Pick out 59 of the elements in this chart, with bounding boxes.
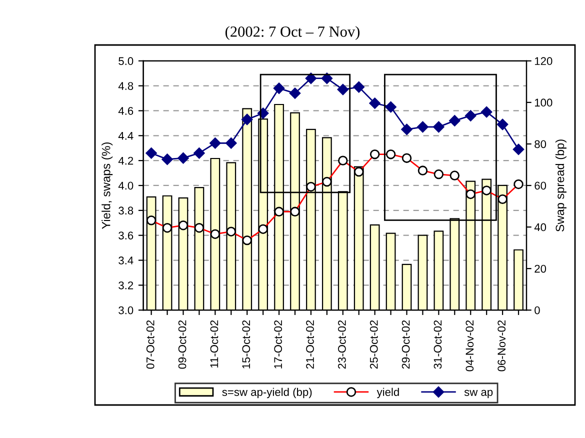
- point: [241, 114, 253, 126]
- y-tick-label: 4.0: [118, 182, 134, 190]
- point: [162, 154, 173, 165]
- x-tick-label: 17-Oct-02: [274, 320, 282, 368]
- x-tick-label: 07-Oct-02: [146, 320, 154, 369]
- point: [305, 72, 317, 84]
- y-tick-label: 3.2: [118, 281, 134, 290]
- x-tick-label: 09-Oct-02: [178, 320, 186, 369]
- y2-tick-label: 120: [534, 57, 552, 66]
- point: [433, 121, 444, 133]
- legend-label: s=sw ap-yield (bp): [222, 388, 312, 398]
- point: [178, 152, 189, 164]
- y2-axis-title: Swap spread (bp): [555, 140, 566, 232]
- y-tick-label: 4.8: [118, 82, 134, 90]
- y-tick-label: 3.0: [118, 306, 134, 314]
- x-tick-label: 25-Oct-02: [370, 320, 378, 369]
- point: [512, 144, 524, 155]
- point: [353, 81, 364, 93]
- y-tick-label: 4.6: [118, 106, 134, 115]
- point: [417, 121, 428, 133]
- point: [289, 88, 301, 99]
- x-tick-label: 15-Oct-02: [242, 320, 250, 368]
- y2-tick-label: 40: [534, 223, 546, 232]
- y2-tick-label: 20: [534, 264, 546, 273]
- x-tick-label: 04-Nov-02: [466, 320, 474, 372]
- y-tick-label: 4.2: [118, 156, 134, 165]
- point: [337, 84, 348, 96]
- y-tick-label: 5.0: [118, 57, 134, 66]
- point: [226, 138, 237, 149]
- point: [273, 82, 285, 94]
- point: [146, 147, 157, 159]
- y-tick-label: 3.4: [118, 256, 134, 264]
- point: [369, 98, 380, 109]
- x-tick-label: 11-Oct-02: [210, 320, 218, 368]
- point: [210, 138, 221, 149]
- legend-label: sw ap: [464, 390, 493, 398]
- x-tick-label: 06-Nov-02: [498, 320, 506, 372]
- point: [321, 72, 333, 84]
- point: [385, 101, 396, 113]
- y2-tick-label: 0: [534, 306, 540, 314]
- point: [465, 110, 476, 122]
- x-tick-label: 23-Oct-02: [338, 320, 346, 369]
- y-tick-label: 3.6: [118, 232, 134, 240]
- y-tick-label: 3.8: [118, 206, 134, 215]
- y-tick-label: 4.4: [118, 132, 134, 140]
- y2-tick-label: 60: [534, 182, 546, 190]
- point: [401, 124, 412, 136]
- chart-title: (2002: 7 Oct – 7 Nov): [225, 26, 360, 40]
- x-tick-label: 21-Oct-02: [306, 320, 314, 369]
- legend-label: yield: [376, 388, 399, 398]
- x-tick-label: 29-Oct-02: [402, 320, 410, 369]
- y-axis-title: Yield, swaps (%): [102, 142, 113, 229]
- point: [449, 115, 460, 126]
- x-tick-label: 31-Oct-02: [434, 320, 442, 369]
- point: [496, 118, 508, 130]
- point: [480, 106, 492, 118]
- y2-tick-label: 100: [534, 98, 552, 107]
- point: [194, 147, 205, 159]
- y2-tick-label: 80: [534, 140, 546, 148]
